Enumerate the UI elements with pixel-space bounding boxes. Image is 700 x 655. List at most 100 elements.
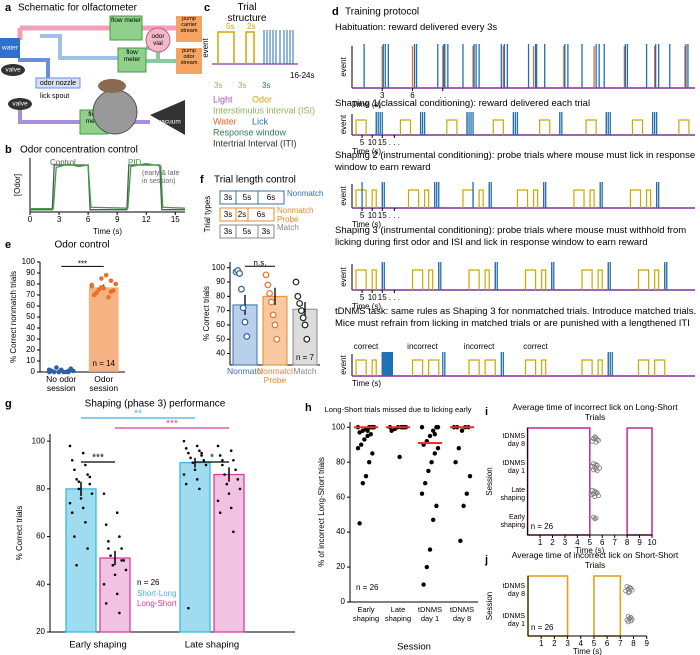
trial-type-name: Match [277, 223, 299, 232]
data-point [189, 456, 192, 460]
data-point [432, 451, 437, 456]
x-axis-label: Time (s) [93, 227, 122, 236]
trial-type-name-box: Match [277, 223, 299, 232]
x-tick-label: 2 [552, 639, 557, 648]
data-point [184, 482, 188, 486]
x-tick-label: No odor session [46, 375, 77, 393]
data-point [81, 506, 85, 510]
odor-window [585, 119, 597, 135]
legend-entry: Light [213, 94, 233, 104]
odor-window [355, 269, 367, 290]
y-axis-label: [Odor] [13, 174, 22, 196]
x-axis-label: Time (s) [352, 379, 381, 388]
x-tick-label-box: Odor session [89, 375, 119, 393]
pump-box [176, 48, 202, 74]
odor-window [516, 189, 529, 208]
significance: *** [166, 419, 178, 430]
data-point [593, 462, 599, 467]
y-tick-label: 0 [341, 597, 346, 606]
data-point [198, 449, 201, 452]
data-point [397, 454, 402, 460]
duration-label: 5s [226, 22, 234, 31]
x-tick-label: 6 [600, 538, 605, 547]
data-point [184, 447, 188, 450]
odor-window [411, 269, 424, 290]
y-axis-label: event [201, 37, 210, 57]
data-point [459, 428, 465, 433]
x-tick-label: Late shaping [185, 640, 239, 651]
trial-segment [257, 190, 285, 205]
y-axis-label: event [339, 266, 348, 286]
y-tick-label: tDNMS day 8 [502, 433, 525, 449]
x-tick-label: Odor session [89, 375, 119, 393]
data-point [46, 367, 52, 373]
x-tick-label: 10 [368, 293, 377, 302]
data-point [424, 564, 429, 570]
y-tick-label: 20 [36, 627, 45, 636]
x-tick-label: . . . [389, 138, 400, 147]
legend-entry: Control [50, 158, 76, 167]
data-point [365, 428, 370, 433]
significance: ** [134, 409, 142, 420]
legend-entry: Water [213, 116, 237, 126]
data-point [362, 437, 367, 442]
duration-label: 3s [214, 81, 222, 90]
duration-label: 2s [247, 22, 255, 31]
odor-window [411, 359, 424, 376]
data-point [118, 611, 121, 615]
odor-window [355, 359, 367, 376]
data-point [115, 592, 119, 596]
odor-window [355, 119, 367, 135]
y-tick-label: 50 [26, 312, 35, 321]
data-point [298, 307, 305, 315]
data-point [54, 365, 59, 370]
y-tick-label: tDNMS day 1 [502, 613, 525, 628]
trial-type-name-box: Nonmatch [287, 189, 323, 198]
data-point [271, 321, 279, 329]
y-tick-label: 60 [26, 301, 35, 310]
x-tick-label: Late shaping [384, 606, 412, 623]
panel-title: Training protocol [345, 7, 419, 18]
trial-segment [257, 224, 275, 239]
data-point [122, 559, 126, 562]
y-axis-label: % Correct trials [202, 286, 211, 341]
trial-segment [247, 207, 275, 222]
data-point [264, 281, 272, 289]
pump-carrier-label: pump carrier stream [180, 16, 198, 34]
flow-meter-box [117, 47, 147, 73]
data-point [88, 482, 92, 486]
x-tick-label: . . . [389, 293, 400, 302]
data-point [221, 463, 224, 467]
segment-label: 3s [224, 210, 232, 219]
legend-entry: Short-Long [137, 589, 177, 598]
y-tick-label-box: tDNMS day 8 [502, 583, 525, 598]
data-point [453, 459, 458, 465]
data-point [592, 516, 598, 522]
n-label: n = 14 [93, 359, 116, 368]
row-title-box: Shaping 1(classical conditioning): rewar… [335, 98, 590, 109]
panel-label: g [5, 398, 12, 410]
data-point [68, 444, 72, 448]
panel-title: Trial length control [214, 175, 296, 186]
x-tick-label-box: Match [293, 367, 316, 376]
data-point [591, 491, 596, 497]
odor-window [524, 269, 537, 290]
segment-label: 3s [224, 193, 232, 202]
legend-entry: Odor [252, 94, 272, 104]
data-point [625, 590, 631, 596]
panel-label: b [5, 144, 12, 156]
data-point [434, 503, 439, 509]
y-tick-label: 40 [26, 323, 35, 332]
significance: *** [78, 259, 87, 268]
odor-window [581, 269, 593, 290]
data-point [182, 439, 186, 443]
x-tick-label: 3 [563, 538, 568, 547]
x-tick-label: 15 [378, 293, 387, 302]
panel-title: Schematic for olfactometer [18, 3, 138, 14]
data-point [104, 523, 108, 526]
y-tick-label: 40 [36, 579, 45, 588]
data-point [79, 497, 83, 500]
y-axis-label: % Correct trials [15, 506, 24, 561]
data-point [435, 446, 441, 451]
